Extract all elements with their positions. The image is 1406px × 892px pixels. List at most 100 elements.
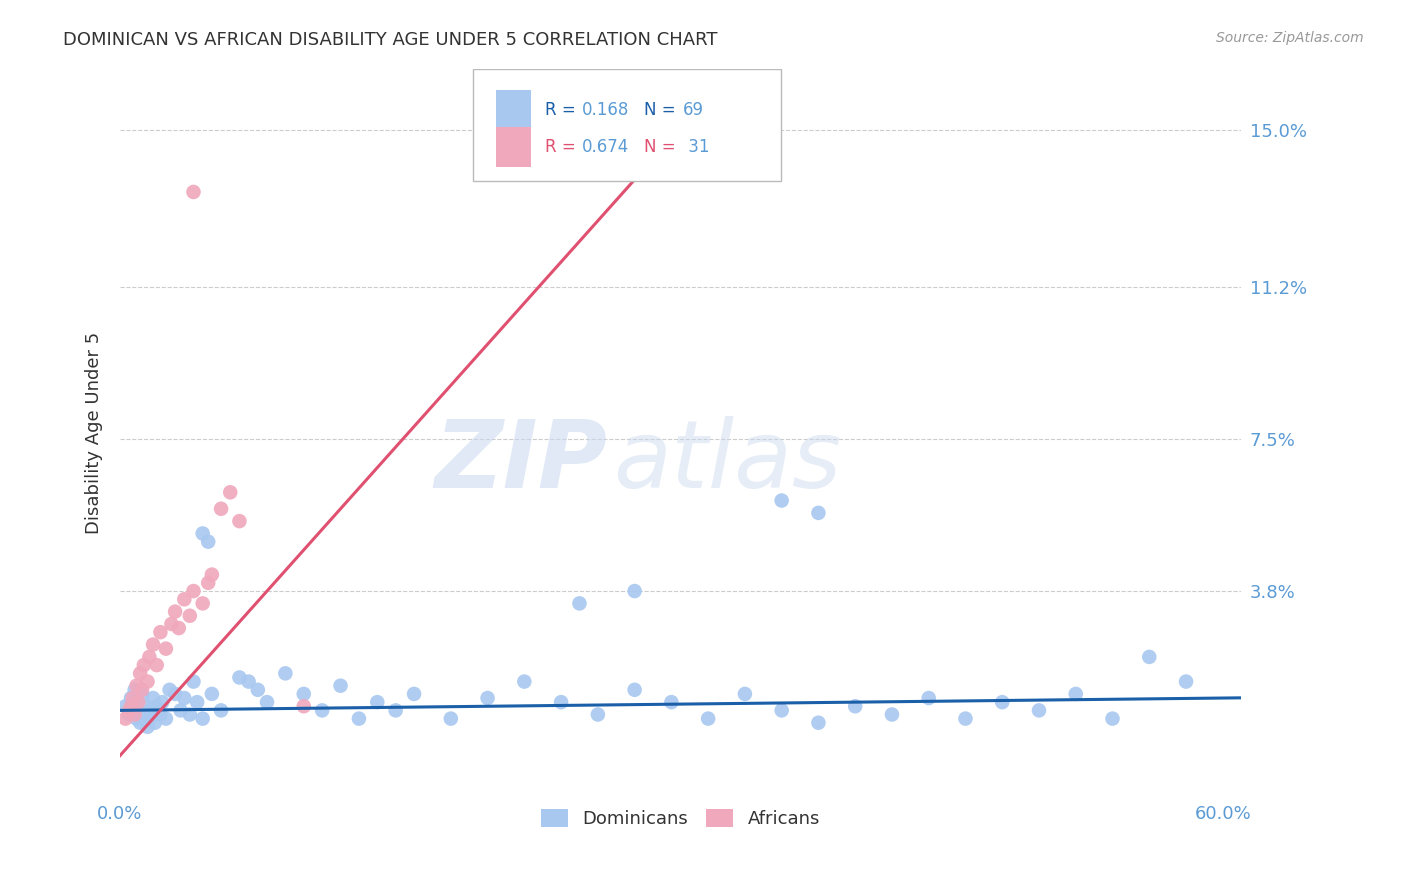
Point: [623, 152, 645, 166]
Text: ZIP: ZIP: [434, 416, 607, 508]
Point: [586, 707, 609, 722]
Point: [440, 712, 463, 726]
Point: [228, 514, 250, 528]
Point: [186, 695, 208, 709]
Point: [183, 584, 205, 599]
Point: [201, 567, 224, 582]
Point: [131, 682, 153, 697]
Point: [169, 703, 191, 717]
Point: [138, 712, 160, 726]
Text: atlas: atlas: [613, 417, 842, 508]
Point: [127, 695, 149, 709]
Point: [160, 617, 183, 632]
Point: [173, 592, 195, 607]
FancyBboxPatch shape: [495, 90, 531, 130]
Point: [129, 715, 152, 730]
Point: [145, 658, 167, 673]
Point: [807, 715, 830, 730]
Point: [136, 674, 159, 689]
Point: [807, 506, 830, 520]
Point: [131, 687, 153, 701]
Point: [402, 687, 425, 701]
Point: [623, 682, 645, 697]
Point: [125, 712, 148, 726]
Point: [150, 695, 173, 709]
Point: [132, 658, 155, 673]
Point: [1137, 649, 1160, 664]
Point: [311, 703, 333, 717]
Point: [292, 687, 315, 701]
Point: [770, 493, 793, 508]
Point: [136, 720, 159, 734]
Text: Source: ZipAtlas.com: Source: ZipAtlas.com: [1216, 31, 1364, 45]
Text: 31: 31: [683, 137, 709, 156]
FancyBboxPatch shape: [495, 127, 531, 167]
Point: [734, 687, 756, 701]
Point: [955, 712, 977, 726]
Point: [246, 682, 269, 697]
Point: [141, 703, 163, 717]
Point: [238, 674, 260, 689]
Point: [118, 707, 141, 722]
Point: [201, 687, 224, 701]
Text: 69: 69: [683, 102, 704, 120]
Point: [173, 691, 195, 706]
Point: [143, 715, 166, 730]
Point: [159, 682, 181, 697]
Point: [568, 596, 591, 610]
Point: [292, 699, 315, 714]
Point: [191, 526, 214, 541]
Point: [197, 534, 219, 549]
Point: [124, 682, 146, 697]
Point: [179, 707, 201, 722]
Point: [329, 679, 352, 693]
Point: [132, 707, 155, 722]
Text: R =: R =: [546, 102, 581, 120]
Point: [135, 699, 157, 714]
Point: [142, 691, 165, 706]
Point: [366, 695, 388, 709]
Point: [1175, 674, 1198, 689]
Point: [138, 649, 160, 664]
Point: [121, 691, 143, 706]
Point: [129, 666, 152, 681]
Point: [384, 703, 406, 717]
Point: [125, 679, 148, 693]
Point: [114, 712, 136, 726]
Text: N =: N =: [644, 137, 681, 156]
Point: [918, 691, 941, 706]
Point: [179, 608, 201, 623]
Point: [228, 670, 250, 684]
Point: [167, 621, 190, 635]
Point: [155, 641, 177, 656]
Point: [347, 712, 370, 726]
Point: [145, 699, 167, 714]
Point: [1101, 712, 1123, 726]
Text: DOMINICAN VS AFRICAN DISABILITY AGE UNDER 5 CORRELATION CHART: DOMINICAN VS AFRICAN DISABILITY AGE UNDE…: [63, 31, 718, 49]
Point: [191, 596, 214, 610]
Point: [197, 575, 219, 590]
FancyBboxPatch shape: [474, 69, 782, 181]
Point: [127, 695, 149, 709]
Point: [114, 699, 136, 714]
Point: [120, 699, 142, 714]
Point: [191, 712, 214, 726]
Point: [124, 707, 146, 722]
Point: [844, 699, 866, 714]
Point: [991, 695, 1014, 709]
Point: [209, 501, 232, 516]
Point: [142, 638, 165, 652]
Point: [623, 584, 645, 599]
Point: [149, 625, 172, 640]
Text: 0.674: 0.674: [582, 137, 628, 156]
Point: [183, 674, 205, 689]
Point: [155, 712, 177, 726]
Point: [165, 687, 187, 701]
Point: [118, 703, 141, 717]
Text: N =: N =: [644, 102, 681, 120]
Point: [1064, 687, 1087, 701]
Point: [550, 695, 572, 709]
Point: [183, 185, 205, 199]
Point: [165, 605, 187, 619]
Point: [219, 485, 242, 500]
